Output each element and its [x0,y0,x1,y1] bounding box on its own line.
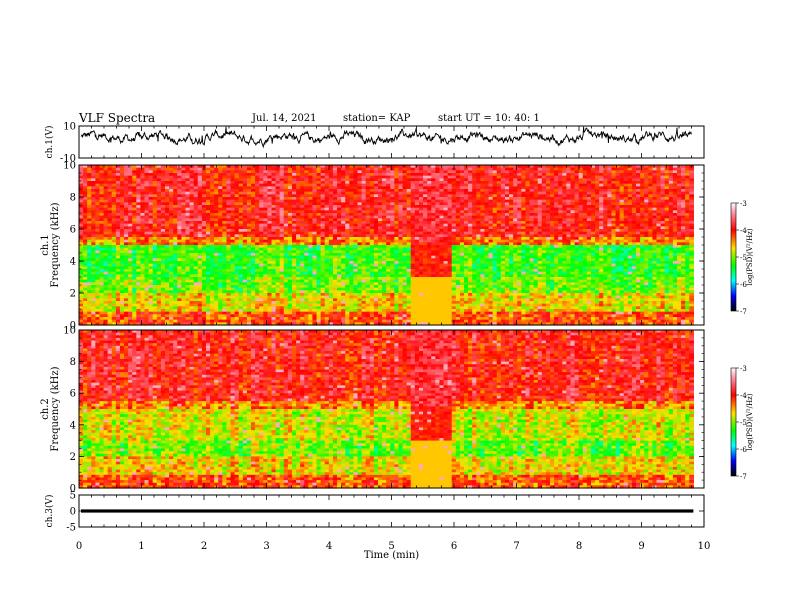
ch1-waveform-ytick-label: -10 [60,154,76,165]
xtick-label: 2 [201,541,207,552]
ch2-spectrogram-ylabel: Frequency (kHz) [50,366,61,451]
ch1-waveform-trace [80,126,692,149]
xtick-label: 7 [513,541,519,552]
ch1-spectrogram [79,165,694,326]
ch1-spectrogram-ytick-label: 8 [70,193,76,204]
ch1-spectrogram-colorbar-tick: -3 [740,200,747,208]
xtick-label: 4 [326,541,332,552]
xtick-label: 1 [138,541,144,552]
ch2-spectrogram [79,330,694,489]
ch1-spectrogram-colorbar-label: log(PSD)(V²/Hz) [746,228,754,285]
xtick-label: 8 [576,541,582,552]
ch1-spectrogram-colorbar-tick: -4 [740,227,747,235]
ch2-spectrogram-colorbar-tick: -6 [740,446,747,454]
ch1-waveform-ytick-label: 10 [63,122,76,133]
ch2-spectrogram-colorbar-tick: -4 [740,392,747,400]
ch2-spectrogram-ytick-label: 0 [70,484,76,495]
plot-title: VLF Spectra [79,111,156,125]
ch1-spectrogram-ytick-label: 6 [70,225,76,236]
start-time-label: start UT = 10: 40: 1 [438,113,540,124]
xtick-label: 0 [76,541,82,552]
ch1-spectrogram-colorbar-tick: -7 [740,308,747,316]
xtick-label: 9 [638,541,644,552]
ch1-spectrogram-colorbar-tick: -6 [740,281,747,289]
ch3-waveform-ytick-label: 5 [70,491,76,502]
ch3-waveform-ylabel: ch.3(V) [44,495,55,528]
ch1-waveform-ylabel: ch.1(V) [44,126,55,159]
ch3-waveform-ytick-label: 0 [70,507,76,518]
ch2-spectrogram-colorbar-tick: -3 [740,365,747,373]
xtick-label: 3 [263,541,269,552]
ch2-spectrogram-ytick-label: 10 [63,326,76,337]
ch1-spectrogram-ytick-label: 0 [70,321,76,332]
ch2-spectrogram-colorbar-tick: -7 [740,473,747,481]
x-axis-label: Time (min) [364,550,419,561]
ch2-spectrogram-ytick-label: 8 [70,357,76,368]
ch1-spectrogram-ylabel: Frequency (kHz) [50,202,61,287]
ch1-spectrogram-ytick-label: 10 [63,161,76,172]
xtick-label: 6 [451,541,457,552]
ch2-spectrogram-ytick-label: 6 [70,389,76,400]
ch2-spectrogram-colorbar-tick: -5 [740,419,747,427]
ch1-spectrogram-ytick-label: 4 [70,257,76,268]
ch1-spectrogram-ytick-label: 2 [70,289,76,300]
ch2-spectrogram-colorbar-label: log(PSD)(V²/Hz) [746,393,754,450]
ch3-waveform-trace [81,509,694,513]
xtick-label: 5 [388,541,394,552]
ch2-spectrogram-channel-label: ch.2 [40,398,51,420]
ch1-spectrogram-colorbar-tick: -5 [740,254,747,262]
ch2-spectrogram-colorbar [730,367,737,477]
xtick-label: 10 [698,541,711,552]
date-label: Jul. 14, 2021 [252,113,317,124]
station-label: station= KAP [343,113,411,124]
ch2-spectrogram-ytick-label: 2 [70,452,76,463]
ch2-spectrogram-ytick-label: 4 [70,420,76,431]
ch1-spectrogram-channel-label: ch.1 [40,234,51,256]
ch1-spectrogram-colorbar [730,202,737,312]
ch3-waveform-ytick-label: -5 [66,523,76,534]
